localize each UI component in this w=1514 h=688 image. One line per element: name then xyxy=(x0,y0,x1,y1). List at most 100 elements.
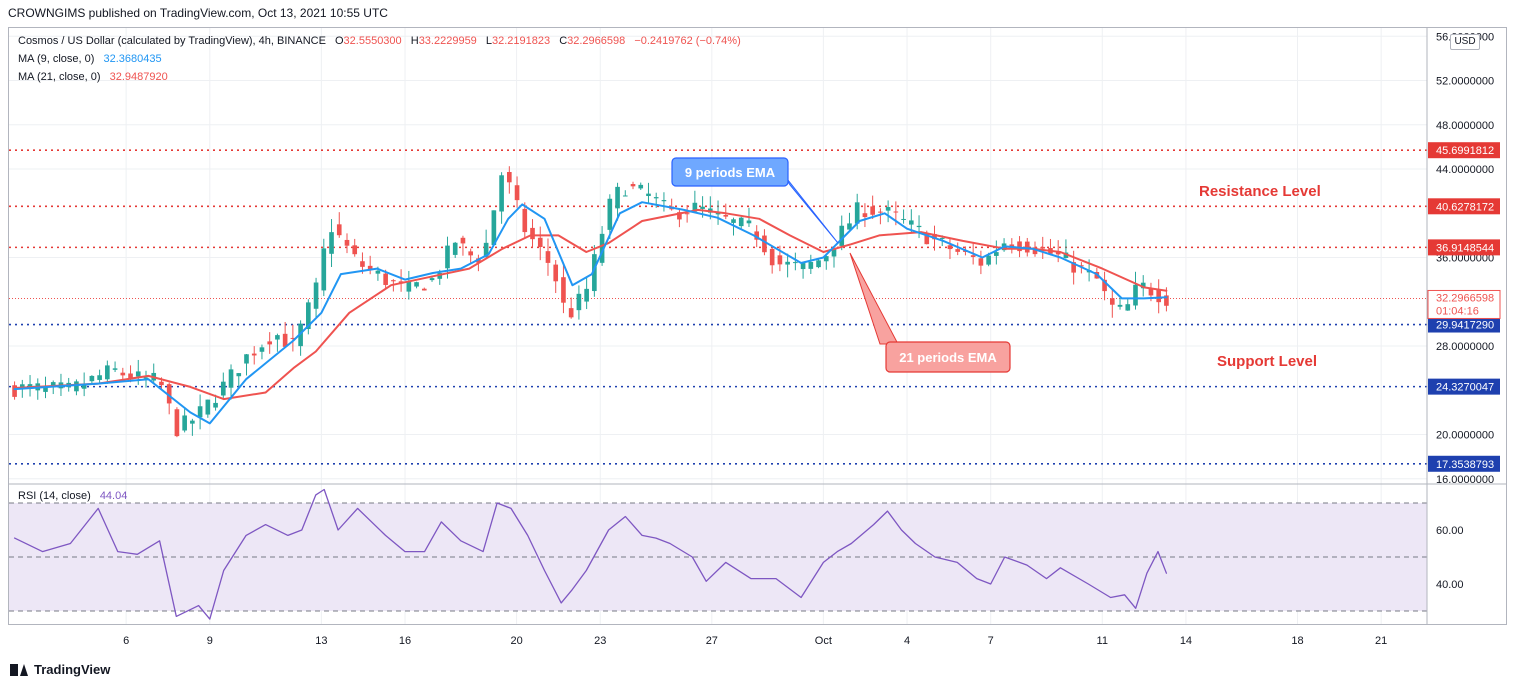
candle-body xyxy=(1024,241,1030,253)
candle-body xyxy=(391,280,396,282)
time-tick-label: 7 xyxy=(988,635,994,647)
change-value: −0.2419762 (−0.74%) xyxy=(634,35,741,47)
candle-body xyxy=(429,278,435,281)
low-key: L xyxy=(485,35,492,47)
candle-body xyxy=(468,251,473,256)
candle-body xyxy=(267,341,273,345)
ma21-value: 32.9487920 xyxy=(109,71,168,83)
candle-body xyxy=(514,185,520,201)
candle-body xyxy=(754,231,760,240)
candle-body xyxy=(336,224,342,236)
candle-body xyxy=(522,208,528,233)
candle-body xyxy=(599,233,605,263)
candle-body xyxy=(692,202,698,212)
candle-body xyxy=(924,233,930,245)
ma21-legend[interactable]: MA (21, close, 0) 32.9487920 xyxy=(18,71,168,83)
candle-body xyxy=(638,184,644,189)
candle-body xyxy=(615,186,620,209)
candle-body xyxy=(275,335,280,340)
candle-body xyxy=(81,384,87,389)
close-value: 32.2966598 xyxy=(567,35,626,47)
time-tick-label: 6 xyxy=(123,635,129,647)
candle-body xyxy=(839,225,845,246)
candle-body xyxy=(1109,298,1115,305)
candle-body xyxy=(1164,295,1169,306)
candle-body xyxy=(1148,288,1154,296)
candle-body xyxy=(893,211,899,213)
candle-body xyxy=(1125,304,1131,311)
ma-layer xyxy=(13,201,1168,425)
candle-body xyxy=(437,273,443,279)
candle-body xyxy=(1055,251,1061,255)
candle-body xyxy=(220,381,226,396)
candle-body xyxy=(414,282,419,287)
level-price-tag xyxy=(1428,316,1500,333)
rsi-label: RSI (14, close) xyxy=(18,490,91,502)
candle-body xyxy=(1071,262,1076,273)
tradingview-logo[interactable]: TradingView xyxy=(10,662,110,677)
candle-body xyxy=(646,193,651,197)
candle-body xyxy=(205,399,211,415)
candle-body xyxy=(630,184,636,187)
candle-body xyxy=(777,255,783,265)
candle-body xyxy=(970,255,976,257)
candle-body xyxy=(862,213,868,218)
candle-body xyxy=(584,288,589,302)
candle-body xyxy=(50,382,56,388)
candle-body xyxy=(592,254,597,292)
candles-layer xyxy=(12,166,1169,438)
time-tick-label: Oct xyxy=(815,635,832,647)
candle-body xyxy=(939,238,945,240)
close-key: C xyxy=(559,35,568,47)
candle-body xyxy=(553,264,559,282)
candle-body xyxy=(1133,284,1138,306)
level-price-tag xyxy=(1428,239,1500,256)
candle-body xyxy=(661,200,667,202)
currency-badge[interactable]: USD xyxy=(1450,34,1480,50)
candle-body xyxy=(89,375,95,382)
candle-body xyxy=(537,237,543,248)
ma9-legend[interactable]: MA (9, close, 0) 32.3680435 xyxy=(18,53,162,65)
level-price-label: 29.9417290 xyxy=(1436,320,1494,332)
candle-body xyxy=(1032,247,1038,255)
candle-body xyxy=(344,239,350,246)
tradingview-logo-icon xyxy=(10,663,28,676)
high-key: H xyxy=(410,35,419,47)
price-tick-label: 44.0000000 xyxy=(1436,164,1494,176)
candle-body xyxy=(561,277,566,303)
ma21-line xyxy=(13,208,1168,401)
candle-body xyxy=(406,281,412,292)
candle-body xyxy=(1017,241,1022,252)
axis-layer: 56.000000052.000000048.000000044.0000000… xyxy=(9,28,1506,647)
candle-body xyxy=(213,402,218,408)
candle-body xyxy=(19,384,25,388)
rsi-legend[interactable]: RSI (14, close) 44.04 xyxy=(18,490,127,502)
bar-countdown-label: 01:04:16 xyxy=(1436,305,1479,317)
candle-body xyxy=(723,215,729,217)
candle-body xyxy=(120,372,126,376)
candle-body xyxy=(43,385,48,392)
candle-body xyxy=(352,245,358,255)
candle-body xyxy=(112,368,118,370)
time-tick-label: 16 xyxy=(399,635,411,647)
candle-body xyxy=(731,219,736,223)
candle-body xyxy=(190,420,195,424)
rsi-tick-label: 60.00 xyxy=(1436,525,1464,537)
candle-body xyxy=(298,323,303,347)
level-price-label: 40.6278172 xyxy=(1436,201,1494,213)
candle-body xyxy=(360,261,365,267)
candle-body xyxy=(383,273,388,285)
candle-body xyxy=(367,265,373,270)
level-price-tag xyxy=(1428,378,1500,395)
candle-body xyxy=(746,220,752,224)
candle-body xyxy=(182,415,187,431)
time-tick-label: 23 xyxy=(594,635,606,647)
candle-body xyxy=(878,211,883,213)
candle-body xyxy=(421,288,427,291)
candle-body xyxy=(197,406,203,418)
support-level-label: Support Level xyxy=(1217,353,1317,370)
candle-body xyxy=(259,347,265,352)
tradingview-logo-text: TradingView xyxy=(34,662,111,677)
ema9-callout-label: 9 periods EMA xyxy=(685,165,776,180)
